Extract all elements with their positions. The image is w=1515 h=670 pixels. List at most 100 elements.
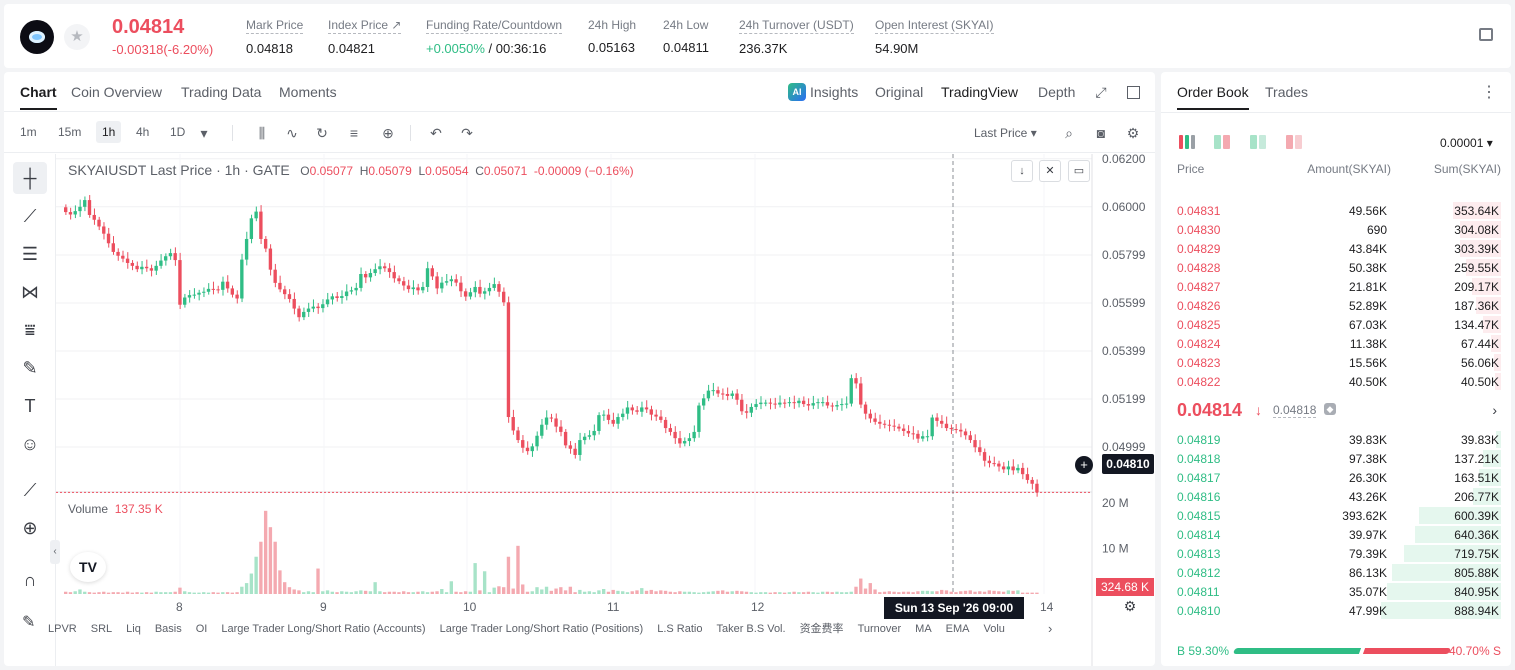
scroll-down-icon[interactable]: ↓ (1011, 160, 1033, 182)
indicator-item[interactable]: EMA (945, 623, 970, 635)
window-icon[interactable] (1127, 86, 1140, 99)
brush-tool-icon[interactable]: ✎ (22, 358, 38, 378)
chevron-right-icon[interactable]: › (1048, 621, 1053, 636)
view-bids-icon[interactable] (1250, 135, 1266, 149)
tab-original[interactable]: Original (875, 84, 924, 100)
tab-moments[interactable]: Moments (279, 84, 337, 100)
more-menu-icon[interactable]: ⋮ (1481, 84, 1497, 101)
tab-trades[interactable]: Trades (1265, 84, 1309, 100)
ask-row[interactable]: 0.04827 21.81K 209.17K (1161, 277, 1511, 296)
precision-select[interactable]: 0.00001 ▾ (1440, 136, 1493, 150)
undo-icon[interactable]: ↶ (430, 125, 442, 141)
refresh-icon[interactable]: ↻ (316, 125, 328, 141)
indicator-item[interactable]: MA (915, 623, 932, 635)
ruler-tool-icon[interactable]: ⟋ (23, 480, 37, 500)
pattern-tool-icon[interactable]: ⋈ (21, 282, 39, 302)
chevron-right-icon[interactable]: › (1492, 402, 1497, 418)
camera-icon[interactable]: ◙ (1096, 125, 1106, 141)
tab-tradingview[interactable]: TradingView (941, 84, 1019, 100)
crosshair-tool-icon[interactable]: ┼ (13, 162, 47, 194)
indicator-item[interactable]: Basis (154, 623, 182, 635)
tab-coin-overview[interactable]: Coin Overview (71, 84, 163, 100)
redo-icon[interactable]: ↷ (461, 125, 473, 141)
bid-row[interactable]: 0.04812 86.13K 805.88K (1161, 563, 1511, 582)
bid-row[interactable]: 0.04811 35.07K 840.95K (1161, 582, 1511, 601)
ask-row[interactable]: 0.04829 43.84K 303.39K (1161, 239, 1511, 258)
bid-row[interactable]: 0.04813 79.39K 719.75K (1161, 544, 1511, 563)
interval-1m[interactable]: 1m (20, 125, 37, 139)
ask-row[interactable]: 0.04823 15.56K 56.06K (1161, 353, 1511, 372)
candle-body (659, 416, 663, 420)
trend-line-tool-icon[interactable]: ⟋ (23, 206, 37, 226)
tab-chart[interactable]: Chart (20, 84, 57, 110)
indicator-item[interactable]: OI (195, 623, 208, 635)
magnet-icon[interactable]: ∩ (23, 570, 37, 590)
bid-row[interactable]: 0.04815 393.62K 600.39K (1161, 506, 1511, 525)
chart-plot-area[interactable]: 0.06200 0.06000 0.05799 0.05599 0.05399 0.051… (56, 154, 1155, 666)
bid-row[interactable]: 0.04818 97.38K 137.21K (1161, 449, 1511, 468)
chevron-down-icon[interactable]: ▾ (200, 125, 208, 141)
interval-15m[interactable]: 15m (58, 125, 82, 139)
horizontal-lines-tool-icon[interactable]: ☰ (21, 244, 39, 264)
emoji-tool-icon[interactable]: ☺ (20, 434, 40, 454)
indicator-item[interactable]: LPVR (48, 623, 77, 635)
indicator-item[interactable]: Turnover (857, 623, 902, 635)
ask-row[interactable]: 0.04831 49.56K 353.64K (1161, 201, 1511, 220)
tab-depth[interactable]: Depth (1038, 84, 1076, 100)
indicator-item[interactable]: L.S Ratio (657, 623, 703, 635)
search-icon[interactable]: ⌕ (1065, 125, 1073, 141)
price-source-select[interactable]: Last Price ▾ (974, 126, 1037, 140)
indicator-item[interactable]: 资金费率 (799, 623, 844, 635)
text-tool-icon[interactable]: T (24, 396, 36, 416)
ask-row[interactable]: 0.04822 40.50K 40.50K (1161, 372, 1511, 391)
indicator-item[interactable]: Taker B.S Vol. (716, 623, 786, 635)
indicator-item[interactable]: Large Trader Long/Short Ratio (Accounts) (221, 623, 426, 635)
collapse-icon[interactable]: ✕ (1039, 160, 1061, 182)
tab-insights[interactable]: Insights (810, 84, 859, 100)
ask-row[interactable]: 0.04825 67.03K 134.47K (1161, 315, 1511, 334)
add-alert-icon[interactable]: + (1075, 456, 1093, 474)
indicator-item[interactable]: Volu (983, 623, 1005, 635)
view-both-icon[interactable] (1179, 135, 1195, 149)
stat-label[interactable]: Open Interest (SKYAI) (875, 18, 994, 34)
bid-row[interactable]: 0.04817 26.30K 163.51K (1161, 468, 1511, 487)
ask-row[interactable]: 0.04828 50.38K 259.55K (1161, 258, 1511, 277)
interval-4h[interactable]: 4h (136, 125, 150, 139)
ask-row[interactable]: 0.04826 52.89K 187.36K (1161, 296, 1511, 315)
bid-row[interactable]: 0.04810 47.99K 888.94K (1161, 601, 1511, 620)
guide-book-icon[interactable] (1479, 28, 1493, 41)
add-indicator-icon[interactable]: ⊕ (382, 125, 394, 141)
bid-row[interactable]: 0.04819 39.83K 39.83K (1161, 430, 1511, 449)
stat-label[interactable]: 24h Turnover (USDT) (739, 18, 854, 34)
view-asks-icon[interactable] (1286, 135, 1302, 149)
collapse-arrow-icon[interactable]: ‹ (50, 540, 60, 564)
axis-settings-icon[interactable]: ⚙ (1123, 598, 1137, 614)
expand-icon[interactable]: ⤢ (1095, 84, 1107, 100)
fullscreen-icon[interactable]: ▭ (1068, 160, 1090, 182)
interval-1h[interactable]: 1h (96, 121, 122, 143)
bid-row[interactable]: 0.04814 39.97K 640.36K (1161, 525, 1511, 544)
indicator-item[interactable]: SRL (90, 623, 113, 635)
tab-order-book[interactable]: Order Book (1177, 84, 1249, 110)
ask-row[interactable]: 0.04830 690 304.08K (1161, 220, 1511, 239)
view-asks-bids-icon[interactable] (1214, 135, 1230, 149)
bid-row[interactable]: 0.04816 43.26K 206.77K (1161, 487, 1511, 506)
zoom-in-icon[interactable]: ⊕ (22, 518, 38, 538)
tab-trading-data[interactable]: Trading Data (181, 84, 262, 100)
indicators-icon[interactable]: ∿ (286, 125, 298, 141)
indicator-item[interactable]: Large Trader Long/Short Ratio (Positions… (439, 623, 644, 635)
interval-1d[interactable]: 1D (170, 125, 186, 139)
gear-icon[interactable]: ⚙ (1126, 125, 1140, 141)
stat-label[interactable]: Mark Price (246, 18, 304, 34)
candlestick-chart[interactable]: 0.06200 0.06000 0.05799 0.05599 0.05399 0.051… (56, 154, 1155, 666)
pencil-icon[interactable]: ✎ (22, 614, 36, 631)
stat-label[interactable]: Index Price ↗ (328, 18, 402, 34)
ask-row[interactable]: 0.04824 11.38K 67.44K (1161, 334, 1511, 353)
indicator-item[interactable]: Liq (126, 623, 141, 635)
candles-icon[interactable]: ⫼ (258, 125, 266, 141)
favorite-star-icon[interactable]: ★ (64, 24, 90, 50)
stat-label[interactable]: Funding Rate/Countdown (426, 18, 563, 34)
tradingview-logo[interactable]: TV (70, 552, 106, 582)
fib-tool-icon[interactable]: ⩸ (24, 320, 36, 340)
list-icon[interactable]: ≡ (349, 125, 359, 141)
